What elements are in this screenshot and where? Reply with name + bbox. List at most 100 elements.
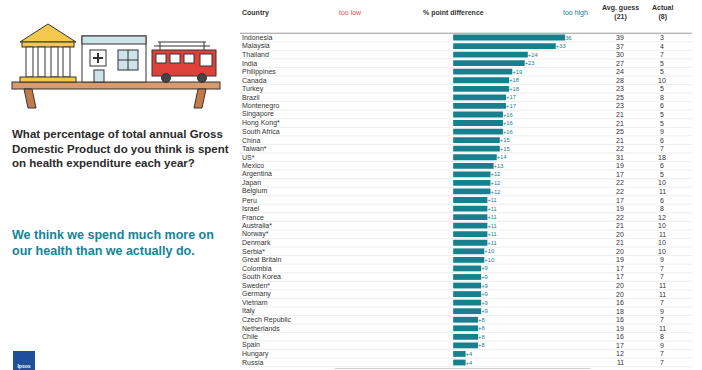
svg-text:11: 11 — [659, 282, 666, 289]
svg-text:20: 20 — [616, 248, 624, 255]
svg-text:+11: +11 — [487, 214, 496, 220]
svg-text:Hong Kong*: Hong Kong* — [242, 119, 280, 127]
svg-text:Colombia: Colombia — [242, 265, 272, 272]
svg-text:7: 7 — [660, 316, 664, 323]
svg-text:7: 7 — [660, 299, 664, 306]
svg-text:31: 31 — [616, 154, 624, 161]
svg-text:5: 5 — [660, 120, 664, 127]
svg-text:Actual(8): Actual(8) — [652, 4, 673, 21]
svg-text:Great Britain: Great Britain — [242, 256, 281, 263]
svg-text:5: 5 — [660, 111, 664, 118]
svg-text:7: 7 — [660, 359, 664, 366]
svg-text:Netherlands: Netherlands — [242, 325, 280, 332]
svg-text:Thailand: Thailand — [242, 51, 269, 58]
svg-text:+16: +16 — [503, 129, 513, 135]
svg-text:23: 23 — [616, 85, 624, 92]
svg-text:Peru: Peru — [242, 197, 257, 204]
svg-text:28: 28 — [616, 77, 624, 84]
svg-text:18: 18 — [616, 308, 624, 315]
svg-text:+9: +9 — [481, 300, 488, 306]
svg-text:+11: +11 — [487, 206, 496, 212]
svg-text:+8: +8 — [478, 317, 485, 323]
svg-text:Turkey: Turkey — [242, 85, 264, 93]
svg-text:+11: +11 — [487, 223, 496, 229]
svg-text:Sweden*: Sweden* — [242, 282, 270, 289]
svg-text:20: 20 — [616, 282, 624, 289]
svg-text:Indonesia: Indonesia — [242, 34, 272, 41]
svg-text:US*: US* — [242, 154, 255, 161]
svg-text:12: 12 — [658, 214, 666, 221]
svg-text:37: 37 — [616, 43, 624, 50]
svg-text:+15: +15 — [500, 146, 510, 152]
svg-text:3: 3 — [660, 34, 664, 41]
svg-text:Vietnam: Vietnam — [242, 299, 268, 306]
svg-text:22: 22 — [616, 179, 624, 186]
svg-text:Norway*: Norway* — [242, 230, 269, 238]
svg-text:China: China — [242, 137, 260, 144]
svg-text:+9: +9 — [481, 291, 488, 297]
svg-text:6: 6 — [660, 162, 664, 169]
svg-text:+8: +8 — [478, 342, 485, 348]
svg-text:Malaysia: Malaysia — [242, 42, 270, 50]
svg-text:9: 9 — [660, 342, 664, 349]
svg-text:+11: +11 — [487, 240, 496, 246]
svg-text:+14: +14 — [497, 154, 508, 160]
svg-text:Argentina: Argentina — [242, 170, 272, 178]
svg-text:10: 10 — [658, 77, 666, 84]
svg-text:8: 8 — [660, 205, 664, 212]
svg-text:Philippines: Philippines — [242, 68, 276, 76]
svg-text:16: 16 — [616, 299, 624, 306]
svg-text:Canada: Canada — [242, 77, 267, 84]
svg-text:17: 17 — [616, 273, 624, 280]
svg-text:9: 9 — [660, 256, 664, 263]
svg-text:19: 19 — [616, 256, 624, 263]
svg-text:+10: +10 — [484, 257, 494, 263]
svg-text:25: 25 — [616, 128, 624, 135]
svg-text:South Africa: South Africa — [242, 128, 280, 135]
svg-text:% point difference: % point difference — [423, 9, 484, 17]
svg-text:19: 19 — [616, 162, 624, 169]
svg-text:India: India — [242, 60, 257, 67]
svg-text:16: 16 — [616, 316, 624, 323]
svg-text:too low: too low — [339, 9, 362, 16]
svg-text:21: 21 — [616, 137, 624, 144]
svg-text:6: 6 — [660, 102, 664, 109]
svg-text:11: 11 — [617, 359, 624, 366]
svg-text:+19: +19 — [512, 69, 522, 75]
svg-text:10: 10 — [658, 248, 666, 255]
svg-text:21: 21 — [616, 222, 624, 229]
svg-text:Germany: Germany — [242, 290, 271, 298]
svg-text:+8: +8 — [478, 334, 485, 340]
svg-text:+10: +10 — [484, 248, 494, 254]
svg-text:12: 12 — [616, 350, 624, 357]
svg-text:Czech Republic: Czech Republic — [242, 316, 292, 324]
svg-text:7: 7 — [660, 265, 664, 272]
svg-text:Brazil: Brazil — [242, 94, 260, 101]
svg-text:+17: +17 — [506, 103, 516, 109]
svg-text:Serbia*: Serbia* — [242, 248, 265, 255]
svg-text:+4: +4 — [466, 351, 473, 357]
svg-text:too high: too high — [563, 9, 588, 17]
svg-text:8: 8 — [660, 333, 664, 340]
svg-text:+12: +12 — [490, 189, 500, 195]
svg-text:+33: +33 — [556, 43, 566, 49]
svg-text:+23: +23 — [525, 60, 535, 66]
svg-text:Japan: Japan — [242, 179, 261, 187]
svg-text:+12: +12 — [490, 180, 500, 186]
svg-text:Belgium: Belgium — [242, 187, 267, 195]
svg-text:19: 19 — [616, 325, 624, 332]
svg-text:Italy: Italy — [242, 307, 255, 315]
svg-text:+24: +24 — [528, 52, 539, 58]
svg-text:20: 20 — [616, 291, 624, 298]
svg-text:+9: +9 — [481, 308, 488, 314]
svg-text:+11: +11 — [487, 197, 496, 203]
svg-text:39: 39 — [616, 34, 624, 41]
svg-text:17: 17 — [616, 197, 624, 204]
svg-text:22: 22 — [616, 188, 624, 195]
svg-text:7: 7 — [660, 350, 664, 357]
svg-text:Singapore: Singapore — [242, 110, 274, 118]
svg-text:Hungary: Hungary — [242, 350, 269, 358]
svg-text:Taiwan*: Taiwan* — [242, 145, 267, 152]
svg-text:18: 18 — [658, 154, 666, 161]
svg-text:24: 24 — [616, 68, 624, 75]
